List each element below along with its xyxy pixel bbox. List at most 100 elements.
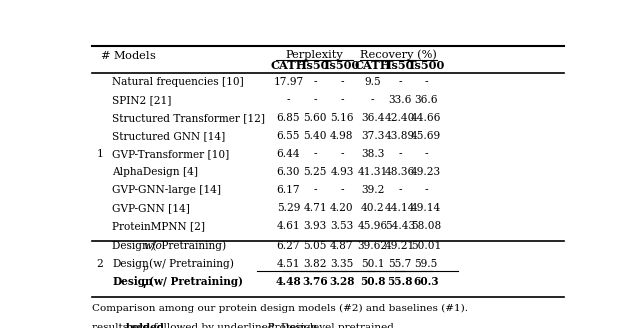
Text: r: r xyxy=(253,326,257,328)
Text: $\#$ Models: $\#$ Models xyxy=(100,49,156,60)
Text: 3.28: 3.28 xyxy=(329,276,355,287)
Text: 9.5: 9.5 xyxy=(364,77,381,87)
Text: 5.29: 5.29 xyxy=(276,203,300,213)
Text: Natural frequencies [10]: Natural frequencies [10] xyxy=(112,77,244,87)
Text: Recovery (%): Recovery (%) xyxy=(360,49,437,60)
Text: Ts500: Ts500 xyxy=(323,60,360,72)
Text: 4.20: 4.20 xyxy=(330,203,354,213)
Text: 5.40: 5.40 xyxy=(303,131,327,141)
Text: 44.14: 44.14 xyxy=(385,203,415,213)
Text: 60.3: 60.3 xyxy=(413,276,439,287)
Text: 6.85: 6.85 xyxy=(276,113,300,123)
Text: 50.8: 50.8 xyxy=(360,276,385,287)
Text: 6.30: 6.30 xyxy=(276,167,300,177)
Text: 38.3: 38.3 xyxy=(361,149,385,159)
Text: Ts50: Ts50 xyxy=(300,60,330,72)
Text: Ts50: Ts50 xyxy=(385,60,415,72)
Text: -: - xyxy=(314,77,317,87)
Text: 37.3: 37.3 xyxy=(361,131,385,141)
Text: 4.48: 4.48 xyxy=(275,276,301,287)
Text: 4.51: 4.51 xyxy=(276,259,300,269)
Text: 2: 2 xyxy=(97,259,103,269)
Text: -: - xyxy=(340,149,344,159)
Text: 1: 1 xyxy=(97,149,103,159)
Text: 44.66: 44.66 xyxy=(411,113,442,123)
Text: 36.6: 36.6 xyxy=(415,95,438,105)
Text: 33.6: 33.6 xyxy=(388,95,412,105)
Text: 55.8: 55.8 xyxy=(387,276,413,287)
Text: 49.14: 49.14 xyxy=(411,203,442,213)
Text: 4.71: 4.71 xyxy=(303,203,327,213)
Text: 41.31: 41.31 xyxy=(358,167,388,177)
Text: ProteinMPNN [2]: ProteinMPNN [2] xyxy=(112,221,205,231)
Text: -: - xyxy=(314,95,317,105)
Text: 43.89: 43.89 xyxy=(385,131,415,141)
Text: w/o: w/o xyxy=(143,241,162,251)
Text: -: - xyxy=(340,185,344,195)
Text: results are: results are xyxy=(92,323,152,328)
Text: 55.7: 55.7 xyxy=(388,259,412,269)
Text: -: - xyxy=(314,185,317,195)
Text: 3.35: 3.35 xyxy=(330,259,353,269)
Text: 49.23: 49.23 xyxy=(411,167,441,177)
Text: 45.69: 45.69 xyxy=(411,131,441,141)
Text: 6.55: 6.55 xyxy=(276,131,300,141)
Text: 49.21: 49.21 xyxy=(385,241,415,251)
Text: (w/ Pretraining): (w/ Pretraining) xyxy=(149,276,243,287)
Text: CATH: CATH xyxy=(355,60,391,72)
Text: Design: Design xyxy=(112,259,149,269)
Text: GVP-Transformer [10]: GVP-Transformer [10] xyxy=(112,149,230,159)
Text: Pretraining): Pretraining) xyxy=(158,240,226,251)
Text: -: - xyxy=(314,149,317,159)
Text: r: r xyxy=(143,282,147,290)
Text: 40.2: 40.2 xyxy=(361,203,385,213)
Text: 50.01: 50.01 xyxy=(411,241,442,251)
Text: 45.96: 45.96 xyxy=(358,221,388,231)
Text: 17.97: 17.97 xyxy=(273,77,303,87)
Text: 39.62: 39.62 xyxy=(358,241,388,251)
Text: (w/ Pretraining): (w/ Pretraining) xyxy=(149,258,234,269)
Text: GVP-GNN-large [14]: GVP-GNN-large [14] xyxy=(112,185,221,195)
Text: , followed by underlined. Design: , followed by underlined. Design xyxy=(147,323,317,328)
Text: 5.60: 5.60 xyxy=(303,113,327,123)
Text: 36.4: 36.4 xyxy=(361,113,385,123)
Text: -: - xyxy=(424,77,428,87)
Text: 3.82: 3.82 xyxy=(303,259,327,269)
Text: 6.27: 6.27 xyxy=(276,241,300,251)
Text: 48.36: 48.36 xyxy=(385,167,415,177)
Text: 4.98: 4.98 xyxy=(330,131,354,141)
Text: Structured Transformer [12]: Structured Transformer [12] xyxy=(112,113,265,123)
Text: -: - xyxy=(398,77,402,87)
Text: 39.2: 39.2 xyxy=(361,185,385,195)
Text: -: - xyxy=(340,77,344,87)
Text: Design (: Design ( xyxy=(112,240,157,251)
Text: -: - xyxy=(398,149,402,159)
Text: -: - xyxy=(424,149,428,159)
Text: Design: Design xyxy=(112,276,153,287)
Text: 6.44: 6.44 xyxy=(276,149,300,159)
Text: 5.16: 5.16 xyxy=(330,113,354,123)
Text: p: p xyxy=(143,264,148,272)
Text: AlphaDesign [4]: AlphaDesign [4] xyxy=(112,167,198,177)
Text: GVP-GNN [14]: GVP-GNN [14] xyxy=(112,203,190,213)
Text: -: - xyxy=(371,95,374,105)
Text: 59.5: 59.5 xyxy=(415,259,438,269)
Text: -: - xyxy=(287,95,290,105)
Text: 6.17: 6.17 xyxy=(276,185,300,195)
Text: 4.93: 4.93 xyxy=(330,167,353,177)
Text: Comparison among our protein design models (#2) and baselines (#1).: Comparison among our protein design mode… xyxy=(92,304,468,313)
Text: 5.25: 5.25 xyxy=(303,167,327,177)
Text: Ts500: Ts500 xyxy=(408,60,445,72)
Text: SPIN2 [21]: SPIN2 [21] xyxy=(112,95,172,105)
Text: : Protein-level pretrained: : Protein-level pretrained xyxy=(260,323,394,328)
Text: 4.61: 4.61 xyxy=(276,221,300,231)
Text: Structured GNN [14]: Structured GNN [14] xyxy=(112,131,225,141)
Text: 50.1: 50.1 xyxy=(361,259,385,269)
Text: 3.53: 3.53 xyxy=(330,221,353,231)
Text: bolded: bolded xyxy=(126,323,165,328)
Text: 5.05: 5.05 xyxy=(303,241,327,251)
Text: CATH: CATH xyxy=(270,60,307,72)
Text: 54.43: 54.43 xyxy=(385,221,415,231)
Text: -: - xyxy=(424,185,428,195)
Text: -: - xyxy=(398,185,402,195)
